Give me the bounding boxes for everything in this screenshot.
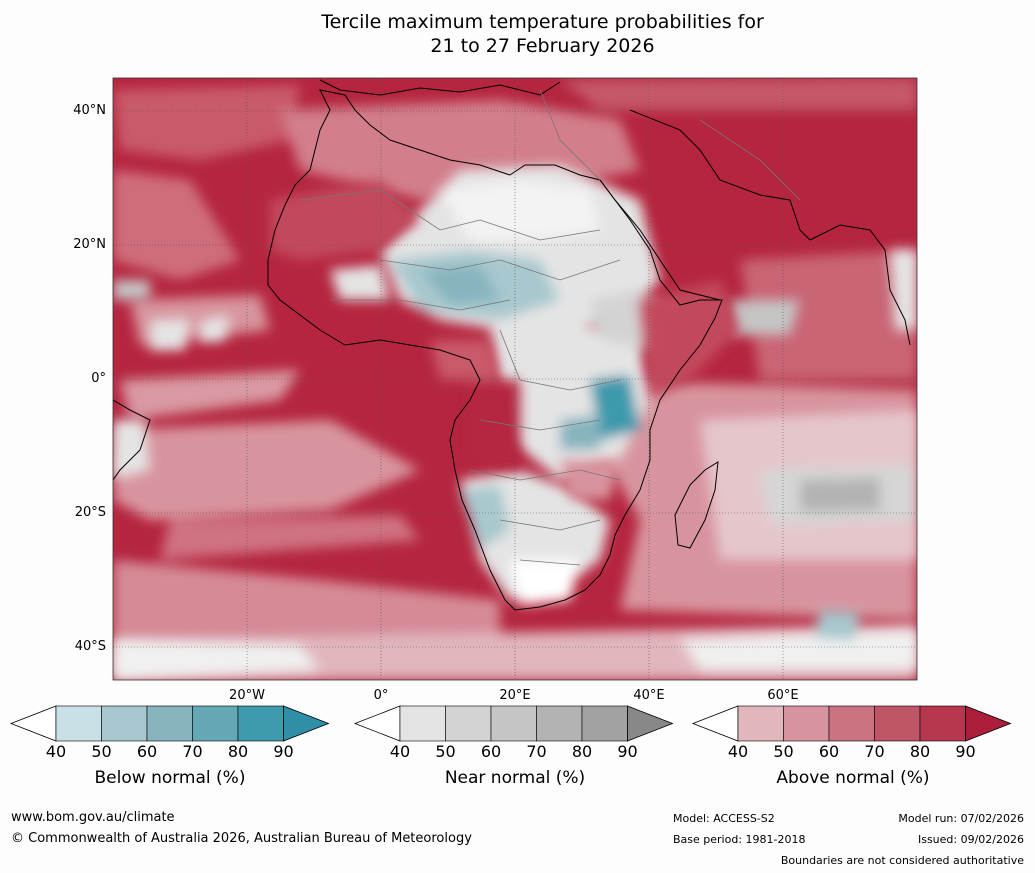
below-colorbar-low-arrow xyxy=(9,705,57,742)
lon-label-60e: 60°E xyxy=(767,688,799,703)
near-colorbar-segment xyxy=(581,705,628,742)
country-borders xyxy=(299,89,801,566)
footer-copyright: © Commonwealth of Australia 2026, Austra… xyxy=(11,831,472,846)
footer-disclaimer: Boundaries are not considered authoritat… xyxy=(780,854,1024,867)
above-normal-title: Above normal (%) xyxy=(776,768,930,788)
africa-above-normal xyxy=(270,180,740,500)
lat-label-0: 0° xyxy=(91,371,106,386)
coastlines xyxy=(113,79,911,611)
above-colorbar-low-arrow xyxy=(691,705,739,742)
below-colorbar-segment xyxy=(101,705,148,742)
near-colorbar-tick: 70 xyxy=(526,742,547,761)
footer-model: Model: ACCESS-S2 xyxy=(673,812,775,825)
near-colorbar-segment xyxy=(536,705,583,742)
above-colorbar-tick: 70 xyxy=(864,742,885,761)
above-colorbar-segment xyxy=(874,705,921,742)
above-colorbar-segment xyxy=(783,705,830,742)
below-colorbar-tick: 40 xyxy=(45,742,67,761)
lat-label-40n: 40°N xyxy=(73,103,106,118)
above-colorbar-segment xyxy=(737,705,784,742)
map-panel xyxy=(113,78,917,680)
lon-label-20e: 20°E xyxy=(499,688,531,703)
near-colorbar-tick: 80 xyxy=(571,742,593,761)
africa-interior xyxy=(330,165,680,605)
near-colorbar-tick: 60 xyxy=(480,742,502,761)
chart-title: Tercile maximum temperature probabilitie… xyxy=(0,10,1035,58)
ocean-weak-zones xyxy=(113,250,917,680)
above-colorbar-tick: 40 xyxy=(727,742,749,761)
near-normal-title: Near normal (%) xyxy=(444,768,586,788)
colorbars xyxy=(9,705,1012,742)
map-frame xyxy=(112,77,918,681)
near-colorbar-segment xyxy=(490,705,537,742)
above-colorbar-tick: 60 xyxy=(818,742,840,761)
lon-label-20w: 20°W xyxy=(229,688,265,703)
below-colorbar-tick: 50 xyxy=(91,742,112,761)
lat-label-20n: 20°N xyxy=(73,237,106,252)
below-colorbar-segment xyxy=(146,705,193,742)
above-colorbar-tick: 90 xyxy=(955,742,976,761)
footer-issued: Issued: 09/02/2026 xyxy=(917,833,1024,846)
above-colorbar-segment xyxy=(828,705,875,742)
title-line-1: Tercile maximum temperature probabilitie… xyxy=(321,11,764,33)
below-normal-title: Below normal (%) xyxy=(94,768,246,788)
near-colorbar-segment xyxy=(445,705,492,742)
below-colorbar-segment xyxy=(192,705,239,742)
lon-label-0: 0° xyxy=(373,688,389,703)
above-colorbar-tick: 80 xyxy=(909,742,931,761)
below-colorbar-segment xyxy=(55,705,102,742)
near-colorbar-tick: 50 xyxy=(435,742,456,761)
near-colorbar-tick: 90 xyxy=(617,742,638,761)
below-colorbar-segment xyxy=(237,705,284,742)
near-colorbar-high-arrow xyxy=(627,705,674,742)
above-colorbar-segment xyxy=(919,705,966,742)
below-colorbar-tick: 70 xyxy=(182,742,203,761)
below-colorbar-high-arrow xyxy=(283,705,330,742)
lat-label-40s: 40°S xyxy=(74,639,106,654)
title-line-2: 21 to 27 February 2026 xyxy=(430,35,655,57)
footer-website[interactable]: www.bom.gov.au/climate xyxy=(11,810,175,825)
near-colorbar-tick: 40 xyxy=(389,742,411,761)
near-colorbar-segment xyxy=(399,705,446,742)
lat-label-20s: 20°S xyxy=(74,505,106,520)
below-colorbar-tick: 80 xyxy=(227,742,249,761)
below-colorbar-tick: 60 xyxy=(136,742,158,761)
near-colorbar-low-arrow xyxy=(353,705,401,742)
footer-model-run: Model run: 07/02/2026 xyxy=(898,812,1024,825)
above-colorbar-tick: 50 xyxy=(773,742,794,761)
graticule xyxy=(113,78,917,680)
below-colorbar-tick: 90 xyxy=(273,742,294,761)
footer-base-period: Base period: 1981-2018 xyxy=(673,833,806,846)
lon-label-40e: 40°E xyxy=(633,688,665,703)
above-colorbar-high-arrow xyxy=(965,705,1012,742)
